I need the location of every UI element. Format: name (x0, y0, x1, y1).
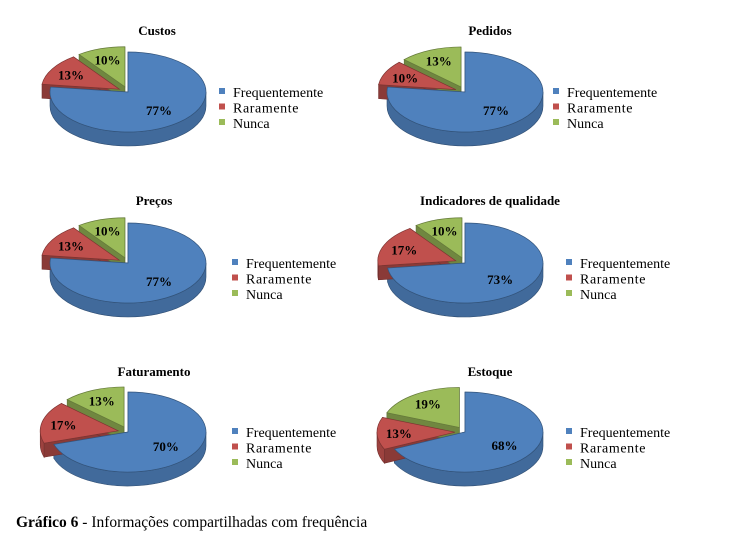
pie-slice-nunca (78, 46, 126, 88)
pie-slice-raramente (41, 56, 121, 90)
pie-chart-0: 77% 13% 10% Custos FrequentementeRaramenteNu… (41, 23, 323, 147)
caption-lead: Gráfico 6 (16, 514, 79, 531)
legend-swatch (232, 259, 238, 265)
pie-chart-2: 77% 13% 10% Preços FrequentementeRaramenteNu… (41, 193, 336, 318)
legend-label-nunca: Nunca (580, 457, 617, 472)
data-label: 10% (432, 223, 458, 238)
pie-slice-nunca (66, 386, 125, 428)
legend-swatch (219, 103, 225, 110)
legend-swatch (232, 290, 238, 296)
pie-slice-frequentemente (49, 222, 207, 304)
legend-swatch (566, 274, 572, 281)
pie-slice-nunca (415, 217, 463, 259)
chart-title: Pedidos (468, 23, 511, 38)
legend-swatch (232, 274, 238, 281)
data-label: 10% (392, 70, 418, 85)
legend-swatch (219, 88, 225, 94)
data-label: 13% (58, 68, 84, 83)
legend-swatch (566, 290, 572, 296)
data-label: 13% (89, 394, 115, 409)
data-label: 19% (415, 397, 441, 412)
legend-swatch (553, 119, 559, 125)
pie-chart-grid: 77%13%10%CustosFrequentementeRaramenteNu… (39, 23, 670, 487)
pie-slice-nunca (78, 217, 126, 259)
chart-title: Custos (138, 23, 176, 38)
pie-slice-frequentemente (393, 391, 544, 473)
pie-slice-raramente (39, 403, 120, 444)
legend-label-raramente: Raramente (567, 102, 633, 117)
chart-title: Preços (136, 193, 173, 208)
pie-chart-5: 68% 13%19% Estoque FrequentementeRaramenteN… (376, 364, 670, 487)
legend-swatch (232, 459, 238, 465)
pie-slice-raramente (378, 61, 457, 91)
pie-slice-frequentemente (387, 222, 544, 304)
legend-label-nunca: Nunca (567, 117, 604, 132)
legend-label-raramente: Raramente (246, 442, 312, 457)
pie-slice-raramente (41, 227, 121, 261)
data-label: 70% (153, 439, 179, 454)
legend-swatch (232, 428, 238, 434)
legend-swatch (553, 103, 559, 110)
data-label: 13% (386, 426, 412, 441)
pie-slice-frequentemente (49, 51, 207, 133)
legend-label-nunca: Nunca (246, 457, 283, 472)
pie-slice-nunca (403, 46, 462, 88)
data-label: 77% (483, 103, 509, 118)
legend-swatch (566, 443, 572, 450)
legend-label-frequentemente: Frequentemente (246, 426, 336, 441)
legend-swatch (219, 119, 225, 125)
pie-chart-4: 70% 17% 13%Faturamento FrequentementeRarame… (39, 364, 336, 487)
pie-slice-frequentemente (386, 51, 544, 133)
data-label: 77% (146, 274, 172, 289)
legend-label-nunca: Nunca (233, 117, 270, 132)
chart-title: Faturamento (118, 364, 191, 379)
legend-label-frequentemente: Frequentemente (580, 426, 670, 441)
data-label: 17% (50, 418, 76, 433)
data-label: 68% (492, 438, 518, 453)
chart-title: Estoque (468, 364, 513, 379)
legend-label-raramente: Raramente (246, 273, 312, 288)
legend-label-raramente: Raramente (233, 102, 299, 117)
legend-label-frequentemente: Frequentemente (567, 86, 657, 101)
legend-swatch (232, 443, 238, 450)
legend-label-frequentemente: Frequentemente (580, 257, 670, 272)
data-label: 10% (95, 223, 121, 238)
data-label: 77% (146, 103, 172, 118)
data-label: 13% (426, 54, 452, 69)
legend-label-frequentemente: Frequentemente (246, 257, 336, 272)
data-label: 73% (487, 272, 513, 287)
legend-label-raramente: Raramente (580, 273, 646, 288)
data-label: 17% (391, 242, 417, 257)
legend-swatch (553, 88, 559, 94)
caption-text: - Informações compartilhadas com frequên… (78, 514, 368, 531)
data-label: 10% (95, 52, 121, 67)
legend-label-frequentemente: Frequentemente (233, 86, 323, 101)
pie-slice-raramente (377, 228, 457, 267)
legend-label-nunca: Nunca (580, 288, 617, 303)
data-label: 13% (58, 239, 84, 254)
legend-swatch (566, 459, 572, 465)
legend-swatch (566, 259, 572, 265)
figure-caption: Gráfico 6 - Informações compartilhadas c… (16, 514, 367, 532)
pie-slice-frequentemente (53, 391, 207, 473)
legend-label-nunca: Nunca (246, 288, 283, 303)
legend-swatch (566, 428, 572, 434)
pie-slice-raramente (376, 417, 456, 450)
pie-chart-1: 77% 10% 13% Pedidos FrequentementeRaramenteN… (378, 23, 657, 147)
pie-slice-nunca (386, 387, 460, 428)
pie-chart-3: 73% 17% 10% Indicadores de qualidade Frequen… (377, 193, 670, 318)
legend-label-raramente: Raramente (580, 442, 646, 457)
chart-title: Indicadores de qualidade (420, 193, 560, 208)
